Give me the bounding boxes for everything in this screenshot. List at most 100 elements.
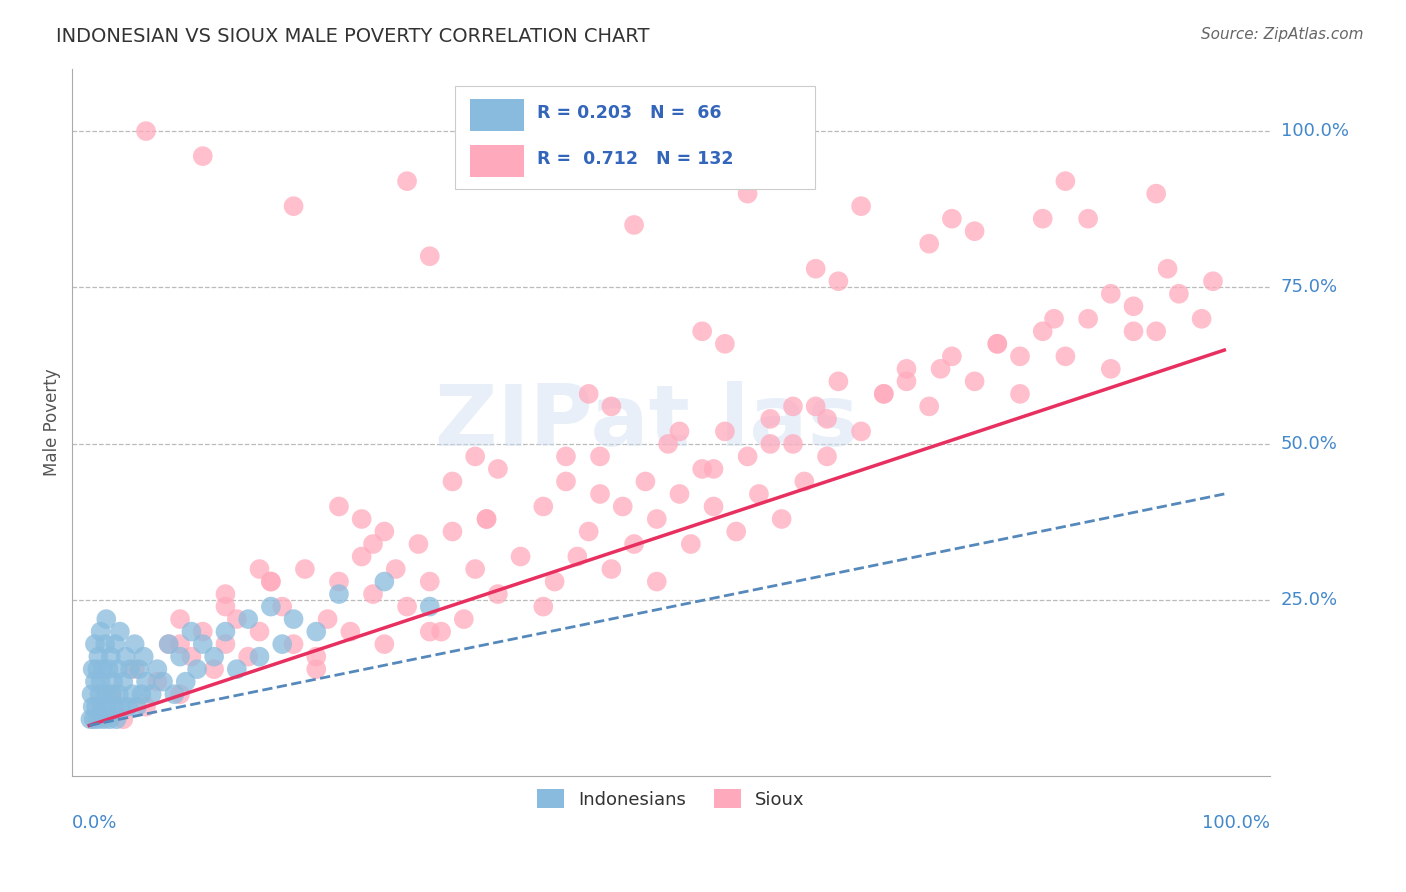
Point [815,450,838,464]
Point [827,274,849,288]
Point [623,537,645,551]
Point [408,537,430,551]
Point [260,599,283,614]
Point [600,400,623,414]
Point [271,637,294,651]
Point [373,574,395,589]
Point [89,687,111,701]
Point [737,186,759,201]
Point [103,699,125,714]
Point [849,199,872,213]
Point [271,599,294,614]
Point [793,475,815,489]
Point [464,562,486,576]
Point [238,612,260,626]
Point [328,500,350,514]
Point [531,500,554,514]
Point [623,218,645,232]
Point [645,574,668,589]
Point [202,649,225,664]
Point [430,624,453,639]
Point [1032,324,1054,338]
Point [141,687,163,701]
Point [475,512,498,526]
Point [117,699,139,714]
Point [1099,286,1122,301]
Point [84,637,107,651]
Point [124,662,146,676]
Point [82,662,104,676]
Point [464,450,486,464]
Bar [470,145,523,177]
Point [87,712,110,726]
Point [86,662,108,676]
Point [600,562,623,576]
Point [180,649,202,664]
Point [91,662,114,676]
Point [419,574,441,589]
Point [97,662,120,676]
Point [101,674,124,689]
Text: 100.0%: 100.0% [1281,122,1348,140]
Point [509,161,531,176]
Point [1077,311,1099,326]
Point [305,649,328,664]
Point [815,412,838,426]
Point [896,375,918,389]
Point [93,712,115,726]
Point [873,387,896,401]
Point [396,599,419,614]
Text: 25.0%: 25.0% [1281,591,1339,609]
Point [873,387,896,401]
Point [84,699,107,714]
Point [589,487,612,501]
Point [714,425,737,439]
Point [441,475,464,489]
Point [90,699,112,714]
Text: R =  0.712   N = 132: R = 0.712 N = 132 [537,150,734,168]
Point [531,599,554,614]
Point [79,712,101,726]
Point [260,574,283,589]
Point [555,475,578,489]
Point [169,687,191,701]
Point [180,624,202,639]
Point [169,612,191,626]
Point [108,624,131,639]
Point [112,712,135,726]
FancyBboxPatch shape [456,87,814,189]
Point [1099,361,1122,376]
Point [361,537,384,551]
Text: 75.0%: 75.0% [1281,278,1339,296]
Point [668,425,690,439]
Point [283,199,305,213]
Point [725,524,748,539]
Point [1191,311,1213,326]
Point [135,674,157,689]
Point [1008,387,1031,401]
Point [131,687,153,701]
Point [963,375,986,389]
Point [283,637,305,651]
Point [361,587,384,601]
Point [339,624,361,639]
Point [1008,349,1031,363]
Point [441,524,464,539]
Point [634,475,657,489]
Point [486,462,509,476]
Point [186,662,208,676]
Point [1122,299,1144,313]
Point [350,549,373,564]
Point [124,637,146,651]
Point [135,699,157,714]
Text: Source: ZipAtlas.com: Source: ZipAtlas.com [1201,27,1364,42]
Point [759,412,782,426]
Point [283,612,305,626]
Point [163,687,186,701]
Point [249,649,271,664]
Point [80,687,103,701]
Point [169,637,191,651]
Point [419,599,441,614]
Point [918,400,941,414]
Point [152,674,174,689]
